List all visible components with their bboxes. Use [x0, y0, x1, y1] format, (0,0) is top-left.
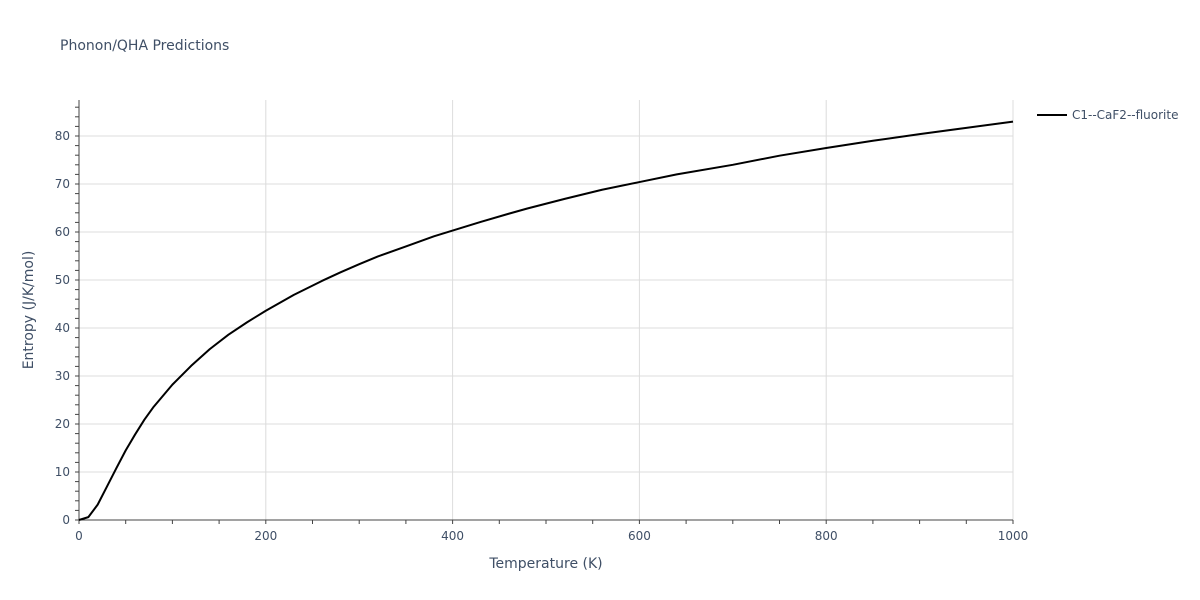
- y-tick-label: 70: [55, 177, 70, 191]
- x-tick-label: 600: [628, 529, 651, 543]
- y-tick-label: 40: [55, 321, 70, 335]
- y-minor-ticks: [75, 106, 1014, 524]
- y-gridlines: [79, 135, 1013, 473]
- x-tick-label: 0: [75, 529, 83, 543]
- legend-label[interactable]: C1--CaF2--fluorite: [1072, 108, 1178, 122]
- y-tick-label: 20: [55, 417, 70, 431]
- x-tick-label: 1000: [998, 529, 1029, 543]
- series-layer: [78, 120, 1014, 521]
- legend[interactable]: C1--CaF2--fluorite: [1037, 108, 1178, 122]
- y-tick-label: 10: [55, 465, 70, 479]
- x-tick-label: 200: [254, 529, 277, 543]
- y-tick-label: 50: [55, 273, 70, 287]
- y-tick-label: 0: [62, 513, 70, 527]
- y-tick-label: 30: [55, 369, 70, 383]
- y-axis-title: Entropy (J/K/mol): [21, 251, 37, 370]
- x-tick-label: 800: [815, 529, 838, 543]
- chart-title: Phonon/QHA Predictions: [60, 38, 229, 54]
- x-tick-label: 400: [441, 529, 464, 543]
- x-tick-labels: 0 200 400 600 800 1000: [75, 529, 1028, 543]
- x-gridlines: [265, 100, 1014, 520]
- y-tick-labels: 0 10 20 30 40 50 60 70 80: [55, 129, 70, 527]
- x-axis-title: Temperature (K): [488, 556, 602, 572]
- y-tick-label: 80: [55, 129, 70, 143]
- y-tick-label: 60: [55, 225, 70, 239]
- series-line-0[interactable]: [78, 120, 1014, 521]
